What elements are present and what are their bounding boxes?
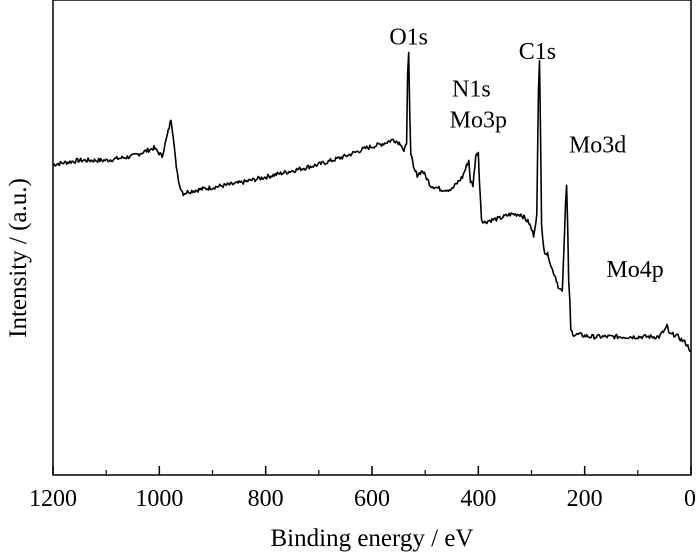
peak-label-mo3d: Mo3d <box>569 132 626 158</box>
spectrum-line <box>52 51 691 353</box>
peak-label-n1s: N1s <box>452 76 491 102</box>
x-tick-label: 1200 <box>29 486 77 512</box>
x-tick-label: 800 <box>248 486 284 512</box>
x-tick-label: 200 <box>567 486 603 512</box>
x-tick-label: 1000 <box>135 486 183 512</box>
peak-label-o1s: O1s <box>389 24 428 50</box>
peak-label-c1s: C1s <box>519 39 556 65</box>
x-axis-tick-labels: 1200 1000 800 600 400 200 0 <box>29 486 696 512</box>
peak-label-mo4p: Mo4p <box>606 257 663 283</box>
x-tick-label: 600 <box>354 486 390 512</box>
x-tick-label: 400 <box>460 486 496 512</box>
y-axis-label: Intensity / (a.u.) <box>5 178 32 338</box>
peak-annotations: O1s N1s Mo3p C1s Mo3d Mo4p <box>389 24 663 283</box>
x-axis-ticks <box>52 466 692 475</box>
x-tick-label: 0 <box>684 486 696 512</box>
x-axis-label: Binding energy / eV <box>271 525 474 552</box>
peak-label-mo3p: Mo3p <box>450 107 507 133</box>
plot-frame <box>52 0 692 476</box>
